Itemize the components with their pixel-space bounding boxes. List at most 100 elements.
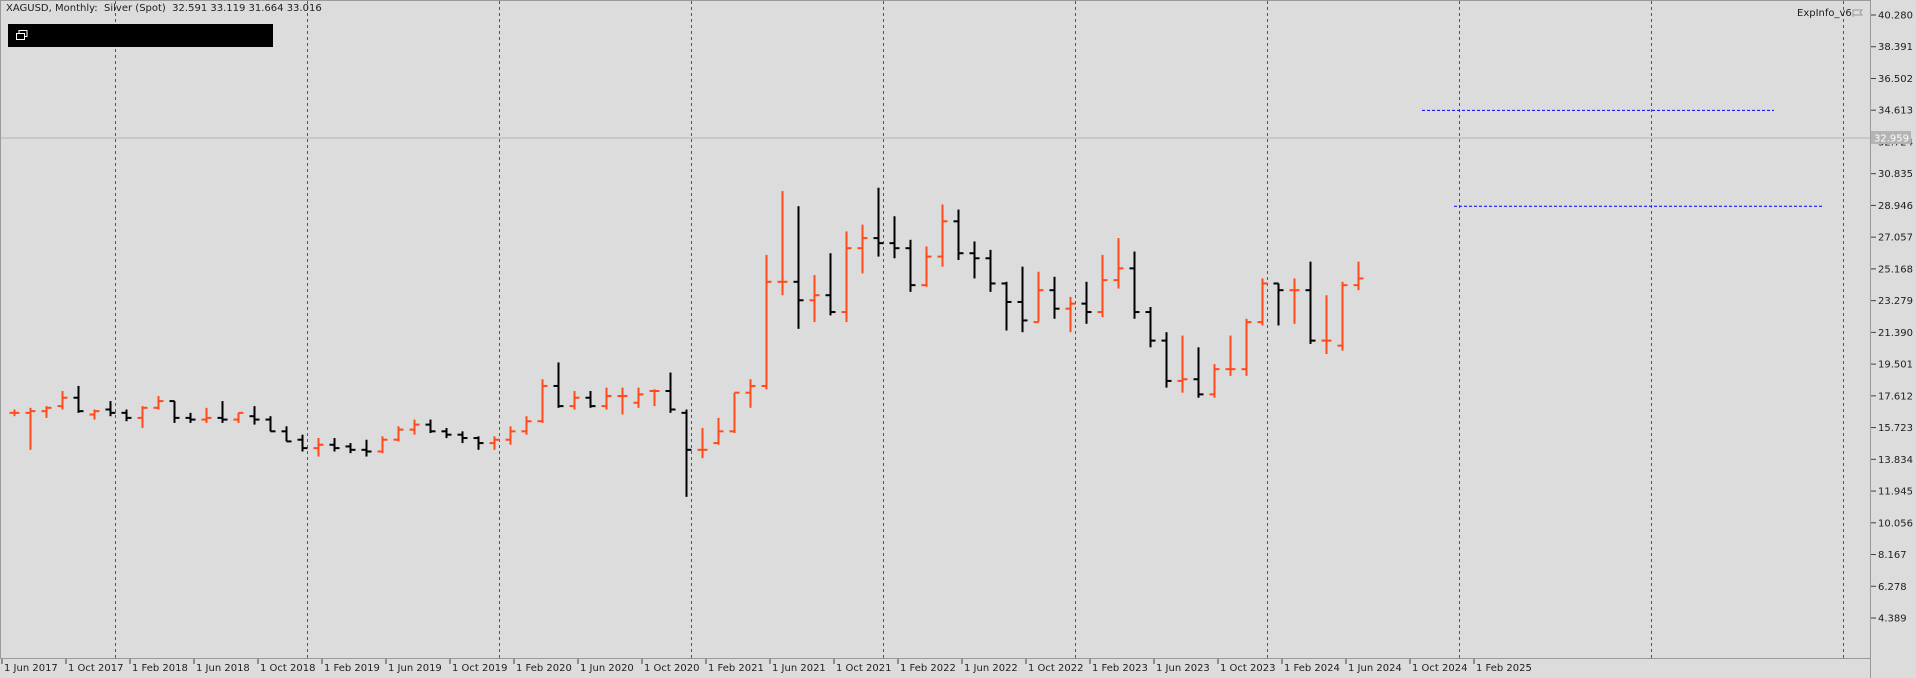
ohlc-bar — [1001, 281, 1012, 331]
current-price-marker — [1871, 130, 1911, 144]
ohlc-bar — [1049, 276, 1060, 319]
ohlc-bar — [809, 275, 820, 323]
price-axis[interactable]: 40.28038.39136.50234.61332.72430.83528.9… — [1870, 0, 1914, 678]
ohlc-bar — [425, 419, 436, 434]
ohlc-bar — [1017, 266, 1028, 333]
ohlc-bar — [937, 204, 948, 267]
ohlc-bar — [921, 246, 932, 287]
ohlc-bar — [313, 438, 324, 457]
ohlc-bar — [633, 387, 644, 408]
ohlc-bar — [841, 231, 852, 323]
ohlc-bar — [169, 400, 180, 423]
time-tick-label: 1 Oct 2021 — [836, 663, 891, 674]
price-tick-label: 10.056 — [1878, 518, 1913, 529]
ohlc-bar — [1129, 251, 1140, 319]
ohlc-bar — [281, 426, 292, 443]
grid-lines — [0, 0, 1871, 659]
time-tick-label: 1 Oct 2023 — [1220, 663, 1275, 674]
trade-panel[interactable] — [8, 24, 273, 47]
price-tick-label: 30.835 — [1878, 169, 1913, 180]
price-tick-label: 8.167 — [1878, 550, 1907, 561]
ohlc-bar — [1145, 306, 1156, 348]
ohlc-bar — [233, 411, 244, 423]
ohlc-bar — [585, 391, 596, 408]
time-tick-label: 1 Feb 2022 — [900, 663, 956, 674]
ohlc-bar — [857, 224, 868, 274]
time-tick-label: 1 Oct 2019 — [452, 663, 507, 674]
ohlc-bar — [1097, 254, 1108, 318]
symbol-info: XAGUSD, Monthly: Silver (Spot) 32.591 33… — [6, 3, 322, 14]
ohlc-bar — [201, 407, 212, 423]
ohlc-bar — [761, 254, 772, 390]
ohlc-bar — [1209, 364, 1220, 398]
price-tick-label: 34.613 — [1878, 106, 1913, 117]
ohlc-bar — [9, 409, 20, 417]
time-tick-label: 1 Feb 2021 — [708, 663, 764, 674]
time-tick-label: 1 Oct 2020 — [644, 663, 699, 674]
ohlc-bar — [745, 379, 756, 408]
current-price-label: 32.959 — [1874, 133, 1909, 144]
ohlc-bar — [1241, 318, 1252, 376]
ohlc-bar — [553, 362, 564, 408]
ohlc-bar — [537, 379, 548, 423]
time-tick-label: 1 Jun 2019 — [388, 663, 442, 674]
ohlc-bar — [601, 387, 612, 410]
price-tick-label: 4.389 — [1878, 614, 1907, 625]
ohlc-bar — [505, 426, 516, 445]
ohlc-bar — [1225, 335, 1236, 376]
price-tick-label: 13.834 — [1878, 455, 1913, 466]
price-tick-label: 27.057 — [1878, 233, 1913, 244]
time-tick-label: 1 Feb 2020 — [516, 663, 572, 674]
horizontal-levels — [1422, 109, 1822, 207]
ohlc-bar — [665, 372, 676, 413]
time-tick-label: 1 Feb 2018 — [132, 663, 188, 674]
ohlc-bar — [1321, 295, 1332, 355]
time-tick-label: 1 Oct 2024 — [1412, 663, 1467, 674]
price-tick-label: 28.946 — [1878, 201, 1913, 212]
ohlc-bar — [729, 391, 740, 434]
price-tick-label: 19.501 — [1878, 360, 1913, 371]
time-tick-label: 1 Jun 2022 — [964, 663, 1018, 674]
ohlc-bar — [265, 416, 276, 433]
ohlc-bar — [1353, 261, 1364, 291]
ohlc-bar — [649, 389, 660, 407]
ohlc-bar — [73, 385, 84, 413]
price-tick-label: 6.278 — [1878, 582, 1907, 593]
ohlc-bar — [377, 436, 388, 454]
ohlc-bar — [489, 436, 500, 450]
price-tick-label: 40.280 — [1878, 11, 1913, 22]
ohlc-bar — [1033, 271, 1044, 324]
time-tick-label: 1 Oct 2017 — [68, 663, 123, 674]
ohlc-bar — [89, 409, 100, 420]
ohlc-bar — [969, 241, 980, 279]
ohlc-bar — [361, 439, 372, 457]
ohlc-bar — [617, 387, 628, 415]
ohlc-bar — [1081, 281, 1092, 324]
time-tick-label: 1 Oct 2018 — [260, 663, 315, 674]
ohlc-bar — [1257, 278, 1268, 326]
ohlc-bar — [297, 434, 308, 452]
ohlc-bar — [777, 191, 788, 296]
ohlc-bar — [1337, 281, 1348, 351]
ohlc-bar — [985, 249, 996, 292]
price-tick-label: 21.390 — [1878, 328, 1913, 339]
ohlc-bar — [153, 396, 164, 410]
ohlc-bar — [409, 419, 420, 435]
time-axis[interactable]: 1 Jun 2017 1 Oct 2017 1 Feb 2018 1 Jun 2018… — [0, 658, 1870, 675]
ohlc-bar — [697, 427, 708, 459]
time-tick-label: 1 Jun 2024 — [1348, 663, 1402, 674]
time-tick-label: 1 Jun 2020 — [580, 663, 634, 674]
ohlc-bar — [25, 407, 36, 450]
flag-icon[interactable] — [1852, 9, 1864, 18]
ohlc-bar — [137, 406, 148, 428]
ohlc-bar — [457, 431, 468, 444]
time-tick-label: 1 Jun 2018 — [196, 663, 250, 674]
price-tick-label: 36.502 — [1878, 74, 1913, 85]
restore-window-icon[interactable] — [16, 30, 28, 41]
ohlc-bar — [393, 426, 404, 442]
ohlc-bar — [57, 391, 68, 410]
ohlc-bar — [1305, 261, 1316, 344]
ohlc-bar — [793, 206, 804, 329]
